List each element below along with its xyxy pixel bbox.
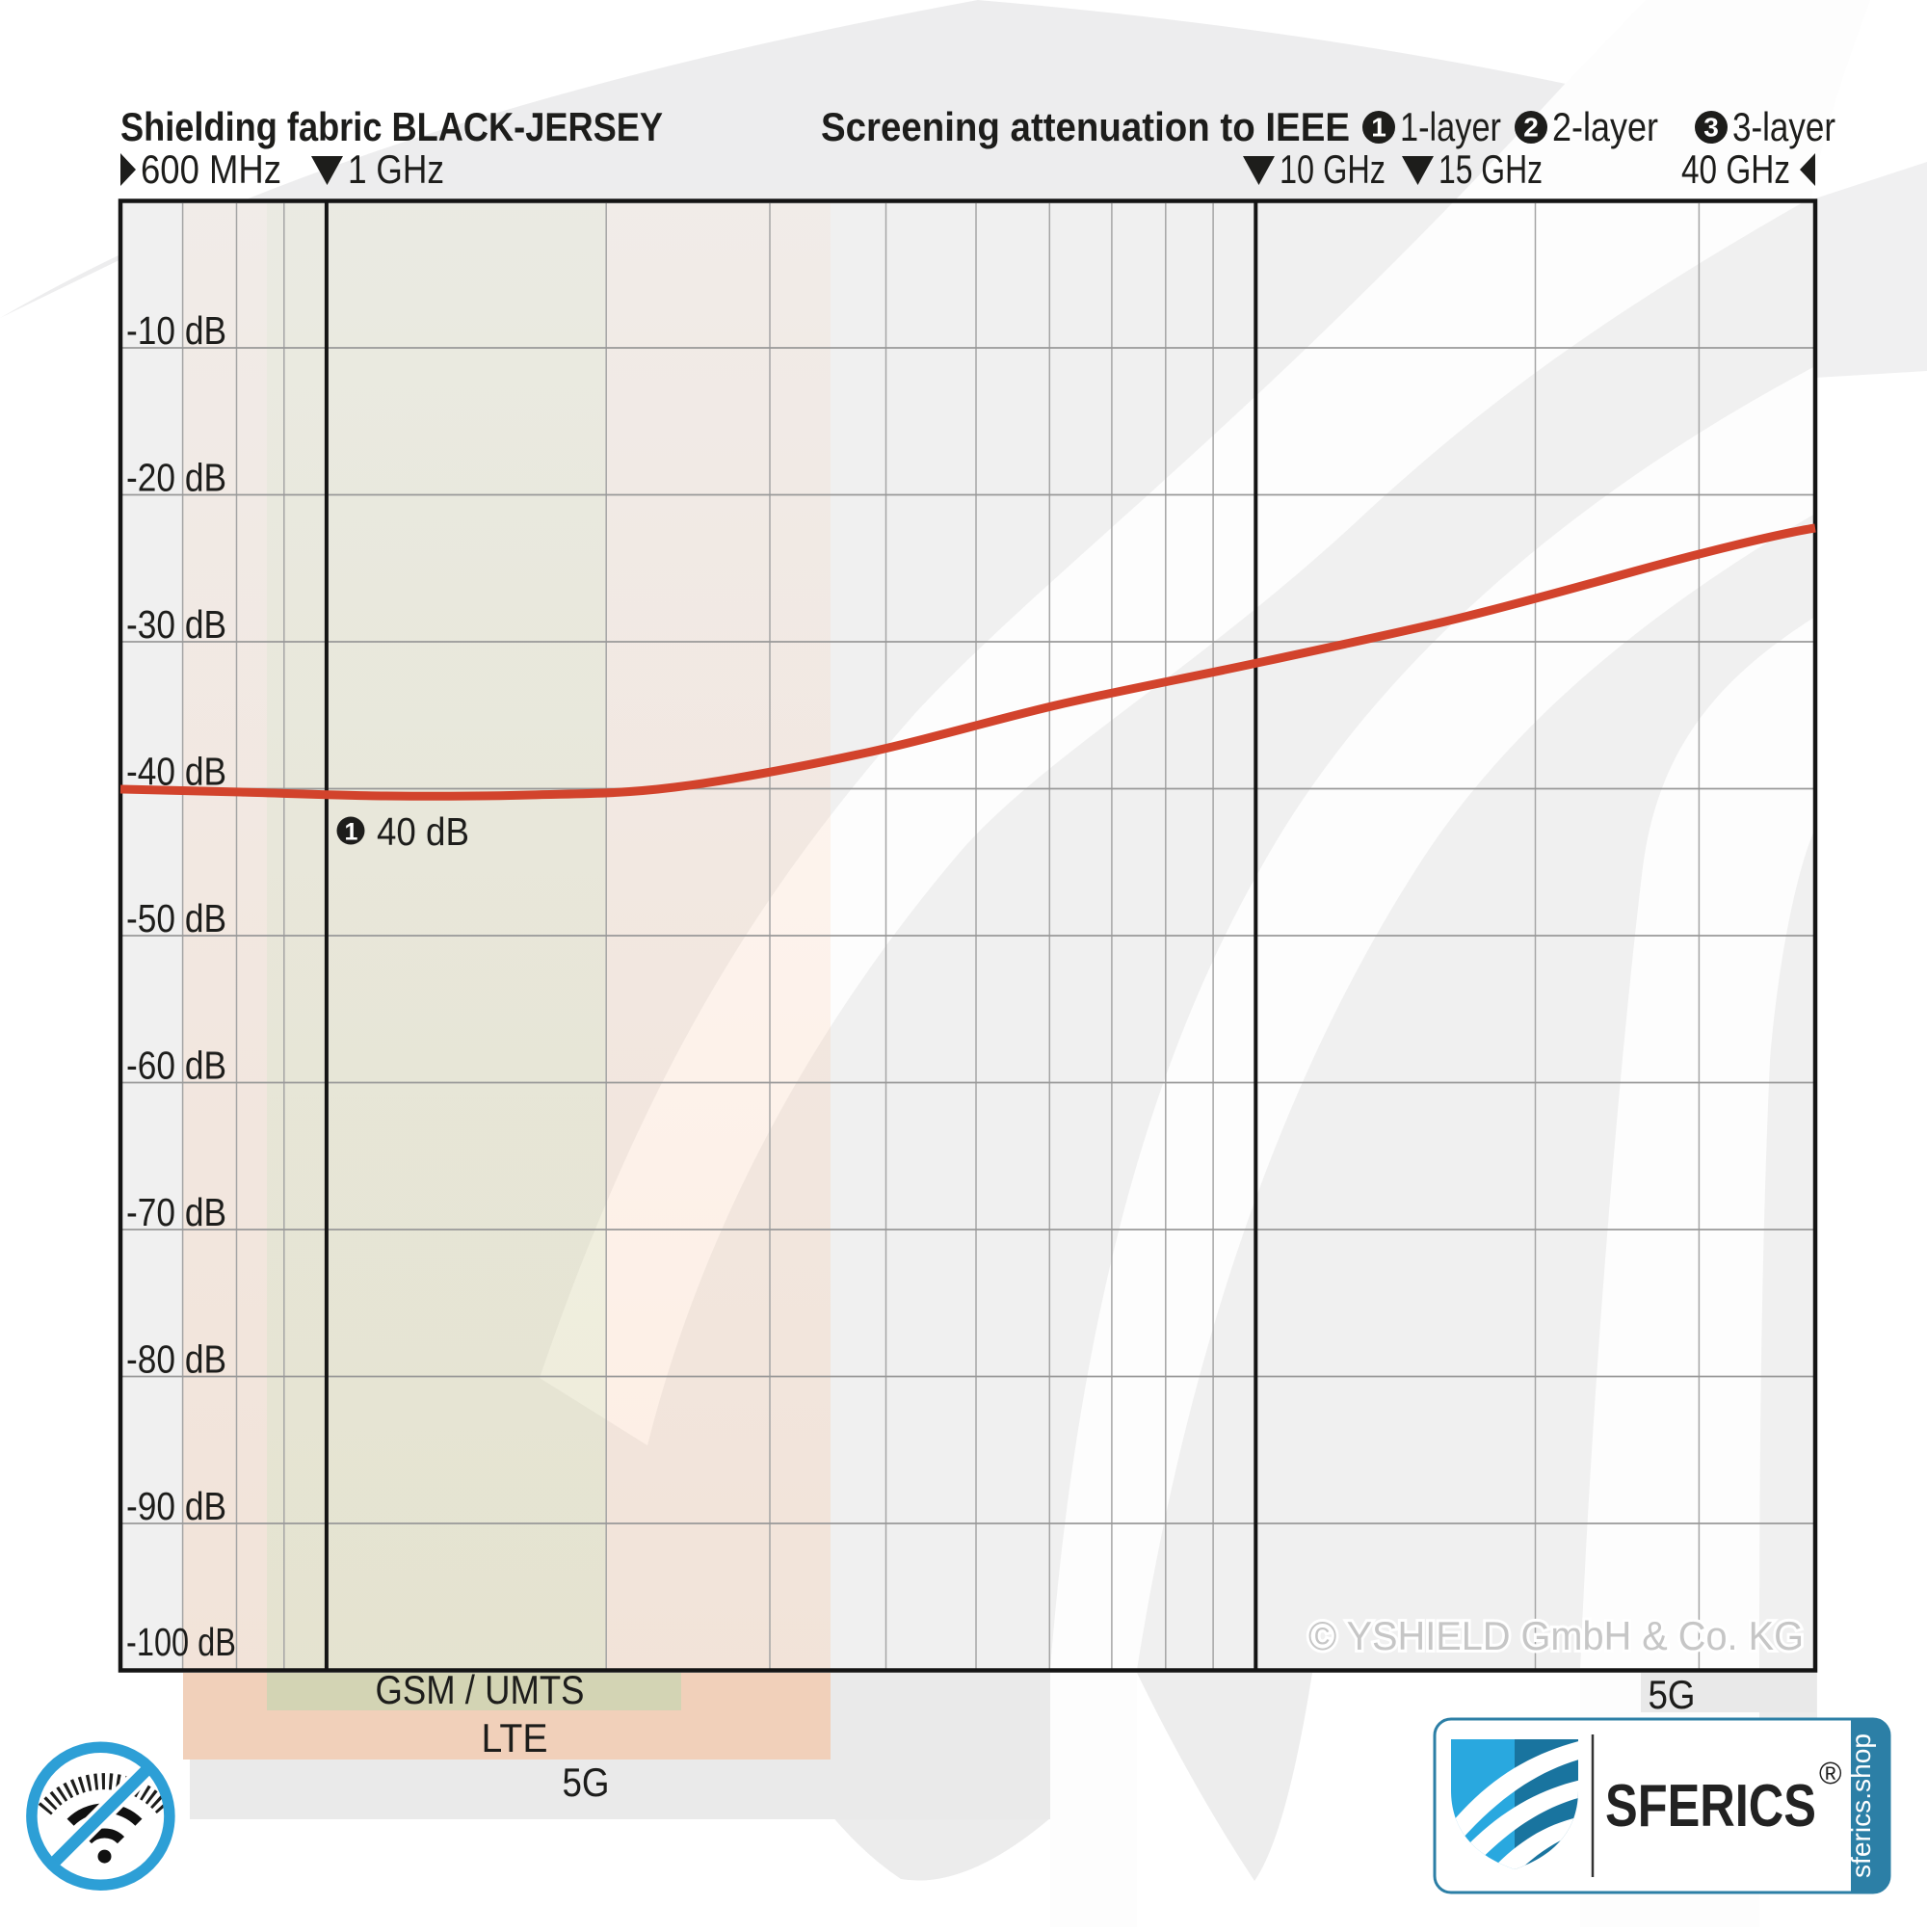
svg-text:1: 1 <box>345 819 358 846</box>
svg-text:1 GHz: 1 GHz <box>348 146 444 192</box>
svg-text:3: 3 <box>1703 113 1719 143</box>
svg-text:SFERICS: SFERICS <box>1605 1773 1816 1839</box>
svg-text:5G: 5G <box>1649 1672 1696 1717</box>
svg-text:2: 2 <box>1523 113 1539 143</box>
svg-text:-10 dB: -10 dB <box>126 308 226 353</box>
svg-text:1: 1 <box>1371 113 1386 143</box>
svg-text:-80 dB: -80 dB <box>126 1337 226 1382</box>
svg-text:sferics.shop: sferics.shop <box>1846 1734 1876 1878</box>
svg-text:Shielding fabric BLACK-JERSEY: Shielding fabric BLACK-JERSEY <box>120 104 663 149</box>
svg-text:5G: 5G <box>563 1760 610 1805</box>
svg-text:3-layer: 3-layer <box>1732 104 1835 149</box>
svg-text:GSM / UMTS: GSM / UMTS <box>376 1667 585 1712</box>
svg-text:15 GHz: 15 GHz <box>1439 146 1543 192</box>
svg-text:®: ® <box>1819 1756 1842 1790</box>
svg-text:-20 dB: -20 dB <box>126 456 226 500</box>
svg-text:-60 dB: -60 dB <box>126 1044 226 1088</box>
svg-text:© YSHIELD GmbH & Co. KG: © YSHIELD GmbH & Co. KG <box>1308 1613 1804 1658</box>
svg-text:10 GHz: 10 GHz <box>1280 146 1386 192</box>
svg-text:-90 dB: -90 dB <box>126 1484 226 1528</box>
svg-text:600 MHz: 600 MHz <box>141 146 281 192</box>
svg-text:-70 dB: -70 dB <box>126 1190 226 1234</box>
svg-text:-40 dB: -40 dB <box>126 750 226 794</box>
svg-text:40 dB: 40 dB <box>377 809 469 854</box>
svg-text:-100 dB: -100 dB <box>126 1620 236 1664</box>
svg-text:40 GHz: 40 GHz <box>1681 146 1790 192</box>
svg-text:LTE: LTE <box>482 1715 548 1760</box>
svg-text:2-layer: 2-layer <box>1552 104 1658 149</box>
svg-text:1-layer: 1-layer <box>1400 104 1501 149</box>
svg-text:-50 dB: -50 dB <box>126 896 226 940</box>
svg-text:-30 dB: -30 dB <box>126 602 226 647</box>
svg-text:Screening attenuation to IEEE: Screening attenuation to IEEE <box>821 104 1350 149</box>
